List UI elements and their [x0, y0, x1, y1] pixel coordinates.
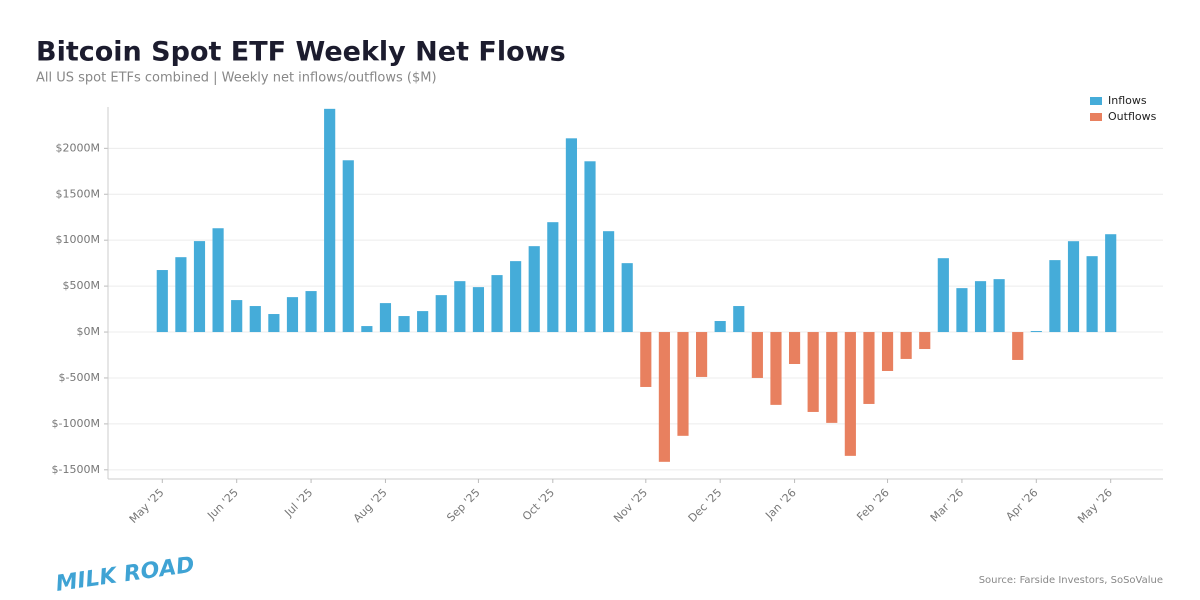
- bar: [658, 332, 670, 462]
- x-tick-label: Nov '25: [611, 486, 650, 525]
- x-tick-label: Jun '25: [204, 486, 241, 523]
- bar: [584, 161, 596, 333]
- x-tick-label: Aug '25: [351, 486, 390, 525]
- x-tick-label: Mar '26: [928, 486, 966, 524]
- bar: [454, 281, 466, 333]
- bar: [231, 300, 243, 333]
- bar: [714, 321, 726, 333]
- bar: [342, 160, 354, 333]
- bar: [640, 332, 652, 387]
- bar: [751, 332, 763, 378]
- y-tick-label: $2000M: [56, 141, 100, 154]
- bar: [937, 258, 949, 333]
- bar: [398, 316, 410, 333]
- x-tick-label: Jan '26: [762, 486, 798, 522]
- bar: [919, 332, 931, 350]
- bar: [286, 297, 299, 333]
- bar: [993, 279, 1005, 333]
- y-tick-label: $1000M: [56, 233, 100, 246]
- y-tick-label: $500M: [63, 279, 101, 292]
- bar: [305, 291, 317, 333]
- x-tick-label: Dec '25: [686, 486, 725, 525]
- bar: [1049, 260, 1061, 333]
- bar: [974, 281, 987, 333]
- x-tick-label: Apr '26: [1003, 486, 1040, 523]
- x-tick-label: Oct '25: [520, 486, 557, 523]
- bar: [956, 288, 968, 333]
- bar: [881, 332, 894, 371]
- bar: [1012, 332, 1024, 360]
- bar: [193, 241, 206, 333]
- y-tick-label: $-1000M: [52, 417, 100, 430]
- bar: [547, 222, 559, 333]
- bar: [472, 287, 485, 333]
- bar: [565, 138, 577, 333]
- bar: [417, 311, 429, 333]
- x-tick-label: Feb '26: [854, 486, 891, 523]
- bar: [1105, 234, 1117, 333]
- bar: [1067, 241, 1080, 333]
- y-tick-label: $1500M: [56, 187, 100, 200]
- legend-swatch: [1090, 113, 1102, 121]
- bar: [603, 231, 615, 333]
- y-tick-label: $0M: [77, 325, 101, 338]
- legend-label: Outflows: [1108, 110, 1157, 123]
- bar: [156, 270, 168, 333]
- bar: [324, 108, 336, 333]
- bar: [379, 303, 392, 333]
- bar: [435, 295, 447, 333]
- bar: [361, 326, 373, 333]
- bar: [733, 306, 745, 333]
- bar: [696, 332, 708, 377]
- bar: [268, 314, 280, 333]
- bar: [844, 332, 856, 456]
- bar: [212, 228, 224, 333]
- x-tick-label: Jul '25: [282, 486, 316, 520]
- bar: [621, 263, 633, 333]
- legend-swatch: [1090, 97, 1102, 105]
- bar: [788, 332, 801, 365]
- bar: [249, 306, 261, 333]
- logo: MILK ROAD: [54, 553, 196, 597]
- x-tick-label: May '25: [127, 486, 167, 526]
- bar: [1030, 331, 1042, 333]
- source-note: Source: Farside Investors, SoSoValue: [979, 575, 1163, 586]
- bar: [900, 332, 912, 359]
- bar: [677, 332, 689, 436]
- bar: [491, 275, 503, 333]
- x-tick-label: May '26: [1075, 486, 1115, 526]
- chart-title: Bitcoin Spot ETF Weekly Net Flows: [36, 37, 566, 68]
- legend-label: Inflows: [1108, 94, 1147, 107]
- bar: [807, 332, 819, 412]
- bar: [826, 332, 838, 423]
- x-tick-label: Sep '25: [444, 486, 482, 524]
- y-tick-label: $-500M: [59, 371, 100, 384]
- bar: [528, 246, 540, 333]
- y-tick-label: $-1500M: [52, 463, 100, 476]
- bar: [770, 332, 782, 405]
- bar: [1086, 256, 1098, 333]
- bar: [175, 257, 187, 333]
- bar: [510, 261, 522, 333]
- chart-subtitle: All US spot ETFs combined | Weekly net i…: [36, 71, 437, 86]
- bar: [863, 332, 875, 404]
